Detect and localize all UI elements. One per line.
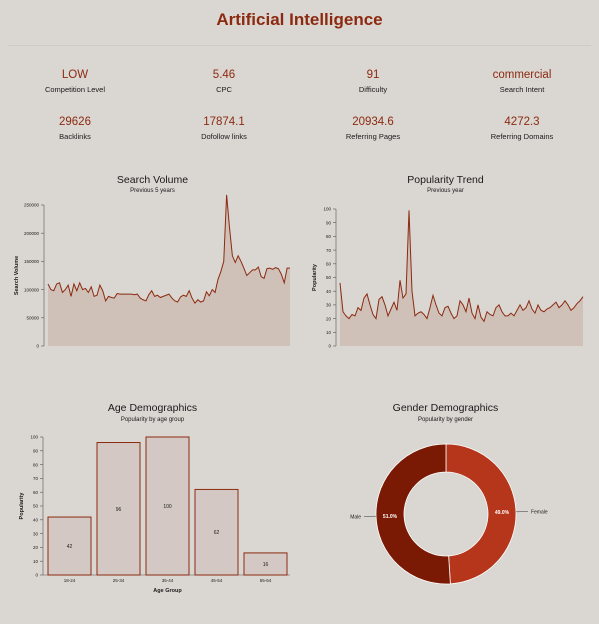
metric-difficulty: 91 Difficulty	[298, 69, 448, 94]
age-x-tick-label: 18-24	[64, 578, 76, 583]
metric-value: 91	[366, 69, 380, 81]
metric-value: 5.46	[212, 69, 236, 81]
popularity-trend-title: Popularity Trend	[407, 174, 484, 186]
page-title: Artificial Intelligence	[216, 10, 383, 29]
popularity-trend-subtitle: Previous year	[427, 188, 464, 194]
age-x-tick-label: 55-64	[260, 578, 272, 583]
popularity-trend-y-tick-label: 20	[326, 316, 332, 321]
age-x-tick-label: 35-44	[162, 578, 174, 583]
search-volume-subtitle: Previous 5 years	[130, 188, 175, 194]
search-volume-title: Search Volume	[116, 174, 189, 186]
age-bar	[194, 488, 239, 576]
age-y-tick-label: 0	[35, 573, 38, 578]
age-demographics-title: Age Demographics	[107, 402, 198, 414]
metric-value: LOW	[61, 69, 89, 81]
popularity-trend-y-tick-label: 10	[326, 330, 332, 335]
age-y-tick-label: 10	[33, 559, 39, 564]
metric-value: 20934.6	[352, 116, 394, 128]
gender-slice-value-label: 51.0%	[383, 514, 398, 520]
age-bar-value-label: 96	[116, 507, 122, 513]
metric-label: CPC	[216, 85, 232, 94]
popularity-trend-y-tick-label: 60	[326, 262, 332, 267]
metric-label: Referring Pages	[345, 132, 401, 141]
metric-value: 29626	[59, 116, 91, 128]
age-y-tick-label: 40	[33, 518, 39, 523]
metric-competition-level: LOW Competition Level	[0, 69, 150, 94]
age-bar-value-label: 16	[263, 562, 269, 568]
gender-slice-category-label: Female	[531, 509, 548, 515]
search-volume-y-tick-label: 200000	[24, 231, 40, 236]
age-bar	[145, 436, 190, 576]
popularity-trend-y-tick-label: 80	[326, 234, 332, 239]
gender-demographics-title: Gender Demographics	[392, 402, 499, 414]
popularity-trend-area	[340, 210, 583, 346]
metric-value: commercial	[492, 69, 552, 81]
search-volume-series-line	[47, 194, 290, 305]
age-bar-value-label: 62	[214, 530, 220, 536]
gender-slice-male	[375, 443, 451, 585]
metric-referring-pages: 20934.6 Referring Pages	[298, 116, 448, 141]
age-y-tick-label: 30	[33, 531, 39, 536]
search-volume-y-tick-label: 50000	[26, 316, 39, 321]
search-volume-y-tick-label: 100000	[24, 287, 40, 292]
metric-label: Dofollow links	[201, 132, 247, 141]
age-y-tick-label: 50	[33, 504, 39, 509]
search-volume-y-tick-label: 250000	[24, 203, 40, 208]
age-bar-value-label: 100	[163, 504, 172, 510]
age-bar	[243, 552, 288, 576]
popularity-trend-y-tick-label: 0	[328, 344, 331, 349]
gender-slice-value-label: 49.0%	[495, 510, 510, 516]
age-bar	[96, 442, 141, 576]
gender-slice-female	[445, 443, 517, 585]
metric-referring-domains: 4272.3 Referring Domains	[447, 116, 597, 141]
search-volume-area	[48, 194, 290, 346]
popularity-trend-y-tick-label: 70	[326, 248, 332, 253]
age-y-tick-label: 60	[33, 490, 39, 495]
search-volume-y-tick-label: 150000	[24, 259, 40, 264]
popularity-trend-series-line	[339, 210, 584, 323]
metric-label: Backlinks	[59, 132, 91, 141]
popularity-trend-y-axis-label: Popularity	[312, 263, 318, 291]
popularity-trend-y-tick-label: 100	[323, 207, 331, 212]
popularity-trend-y-tick-label: 50	[326, 275, 332, 280]
gender-slice-category-label: Male	[350, 515, 361, 521]
age-y-tick-label: 20	[33, 545, 39, 550]
search-volume-y-tick-label: 0	[36, 344, 39, 349]
metric-value: 17874.1	[203, 116, 245, 128]
metric-backlinks: 29626 Backlinks	[0, 116, 150, 141]
popularity-trend-y-tick-label: 30	[326, 303, 332, 308]
age-y-axis-label: Popularity	[19, 492, 25, 520]
metric-cpc: 5.46 CPC	[149, 69, 299, 94]
age-demographics-subtitle: Popularity by age group	[120, 417, 185, 423]
metric-label: Difficulty	[358, 85, 388, 94]
metric-search-intent: commercial Search Intent	[447, 69, 597, 94]
header-divider	[8, 45, 591, 46]
gender-demographics-subtitle: Popularity by gender	[417, 417, 474, 423]
metric-dofollow-links: 17874.1 Dofollow links	[149, 116, 299, 141]
metric-label: Search Intent	[499, 85, 545, 94]
age-y-tick-label: 80	[33, 462, 39, 467]
metric-label: Referring Domains	[490, 132, 554, 141]
age-y-tick-label: 100	[30, 435, 38, 440]
popularity-trend-y-tick-label: 90	[326, 220, 332, 225]
metric-value: 4272.3	[504, 116, 540, 128]
popularity-trend-y-tick-label: 40	[326, 289, 332, 294]
metric-label: Competition Level	[44, 85, 106, 94]
age-x-axis-label: Age Group	[153, 588, 182, 594]
age-x-tick-label: 45-54	[211, 578, 223, 583]
search-volume-y-axis-label: Search Volume	[14, 256, 20, 295]
age-bar-value-label: 42	[67, 544, 73, 550]
age-y-tick-label: 90	[33, 449, 39, 454]
age-bar	[47, 516, 92, 576]
age-y-tick-label: 70	[33, 476, 39, 481]
age-x-tick-label: 25-34	[113, 578, 125, 583]
